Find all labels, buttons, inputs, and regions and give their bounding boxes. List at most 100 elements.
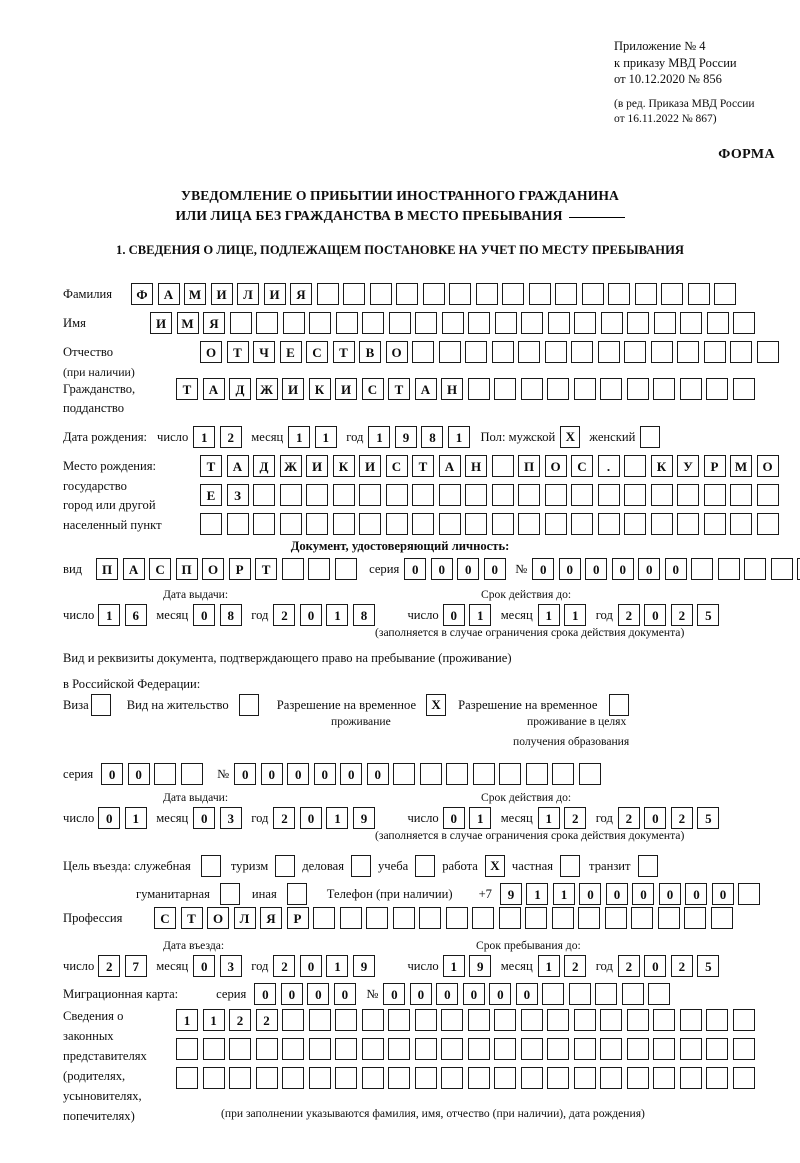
char-cell[interactable]: [706, 378, 728, 400]
char-cell[interactable]: 8: [219, 604, 242, 626]
checkbox-temp-edu[interactable]: [609, 694, 630, 716]
char-cell[interactable]: 0: [333, 983, 356, 1005]
checkbox-visa[interactable]: [90, 694, 111, 716]
char-cell[interactable]: [412, 484, 434, 506]
char-cell[interactable]: 1: [326, 604, 349, 626]
char-cell[interactable]: 0: [489, 983, 512, 1005]
char-cell[interactable]: 1: [98, 604, 121, 626]
char-cell[interactable]: [419, 907, 441, 929]
char-cell[interactable]: [472, 907, 494, 929]
char-cell[interactable]: [703, 341, 726, 363]
char-cell[interactable]: 0: [366, 763, 389, 785]
char-cell[interactable]: [706, 1038, 728, 1060]
char-cell[interactable]: [544, 513, 567, 535]
char-cell[interactable]: 1: [564, 604, 587, 626]
char-cell[interactable]: [730, 513, 752, 535]
char-cell[interactable]: [282, 1038, 304, 1060]
char-cell[interactable]: 0: [127, 763, 150, 785]
char-cell[interactable]: [732, 1067, 755, 1089]
birthplace-row-3-cells[interactable]: [200, 513, 783, 535]
char-cell[interactable]: 2: [617, 807, 640, 829]
char-cell[interactable]: [600, 1067, 622, 1089]
char-cell[interactable]: [571, 513, 593, 535]
char-cell[interactable]: [475, 283, 498, 305]
char-cell[interactable]: А: [157, 283, 180, 305]
char-cell[interactable]: [498, 907, 521, 929]
char-cell[interactable]: И: [306, 455, 328, 477]
char-cell[interactable]: 1: [202, 1009, 225, 1031]
char-cell[interactable]: [732, 1038, 755, 1060]
char-cell[interactable]: 9: [499, 883, 522, 905]
char-cell[interactable]: [547, 378, 569, 400]
char-cell[interactable]: [653, 1038, 675, 1060]
char-cell[interactable]: 3: [219, 955, 242, 977]
char-cell[interactable]: Д: [253, 455, 275, 477]
char-cell[interactable]: [680, 312, 702, 334]
char-cell[interactable]: [229, 1038, 251, 1060]
char-cell[interactable]: С: [571, 455, 593, 477]
char-cell[interactable]: [339, 907, 362, 929]
char-cell[interactable]: 0: [313, 763, 336, 785]
char-cell[interactable]: [385, 484, 408, 506]
char-cell[interactable]: 9: [352, 807, 375, 829]
char-cell[interactable]: [392, 907, 415, 929]
char-cell[interactable]: [202, 1038, 225, 1060]
char-cell[interactable]: Я: [260, 907, 282, 929]
char-cell[interactable]: [202, 1067, 225, 1089]
char-cell[interactable]: Ф: [131, 283, 153, 305]
char-cell[interactable]: 0: [299, 955, 322, 977]
char-cell[interactable]: [679, 1067, 702, 1089]
char-cell[interactable]: [255, 1067, 278, 1089]
char-cell[interactable]: О: [207, 907, 229, 929]
char-cell[interactable]: [600, 312, 623, 334]
char-cell[interactable]: [334, 558, 357, 580]
char-cell[interactable]: [308, 1067, 331, 1089]
checkbox-female[interactable]: [640, 426, 661, 448]
char-cell[interactable]: 1: [193, 426, 216, 448]
char-cell[interactable]: [494, 1009, 516, 1031]
char-cell[interactable]: [597, 513, 620, 535]
char-cell[interactable]: О: [385, 341, 408, 363]
char-cell[interactable]: [499, 763, 522, 785]
char-cell[interactable]: Я: [290, 283, 312, 305]
checkbox-tourism[interactable]: [275, 855, 296, 877]
char-cell[interactable]: [547, 1038, 569, 1060]
checkbox-official[interactable]: [200, 855, 221, 877]
char-cell[interactable]: [732, 378, 755, 400]
char-cell[interactable]: [388, 1038, 410, 1060]
char-cell[interactable]: [491, 341, 514, 363]
char-cell[interactable]: 1: [526, 883, 549, 905]
char-cell[interactable]: К: [308, 378, 331, 400]
char-cell[interactable]: [472, 763, 495, 785]
char-cell[interactable]: [335, 1067, 357, 1089]
char-cell[interactable]: [714, 283, 736, 305]
char-cell[interactable]: [414, 1067, 437, 1089]
char-cell[interactable]: С: [385, 455, 408, 477]
char-cell[interactable]: [661, 283, 683, 305]
char-cell[interactable]: [412, 341, 434, 363]
char-cell[interactable]: [343, 283, 365, 305]
char-cell[interactable]: [626, 1067, 649, 1089]
char-cell[interactable]: [467, 1009, 490, 1031]
char-cell[interactable]: [494, 312, 517, 334]
char-cell[interactable]: [653, 378, 675, 400]
char-cell[interactable]: [595, 983, 618, 1005]
char-cell[interactable]: В: [359, 341, 381, 363]
char-cell[interactable]: [366, 907, 388, 929]
char-cell[interactable]: [306, 513, 328, 535]
char-cell[interactable]: [631, 907, 653, 929]
char-cell[interactable]: [279, 484, 302, 506]
char-cell[interactable]: М: [176, 312, 199, 334]
char-cell[interactable]: [279, 513, 302, 535]
char-cell[interactable]: [441, 1009, 463, 1031]
